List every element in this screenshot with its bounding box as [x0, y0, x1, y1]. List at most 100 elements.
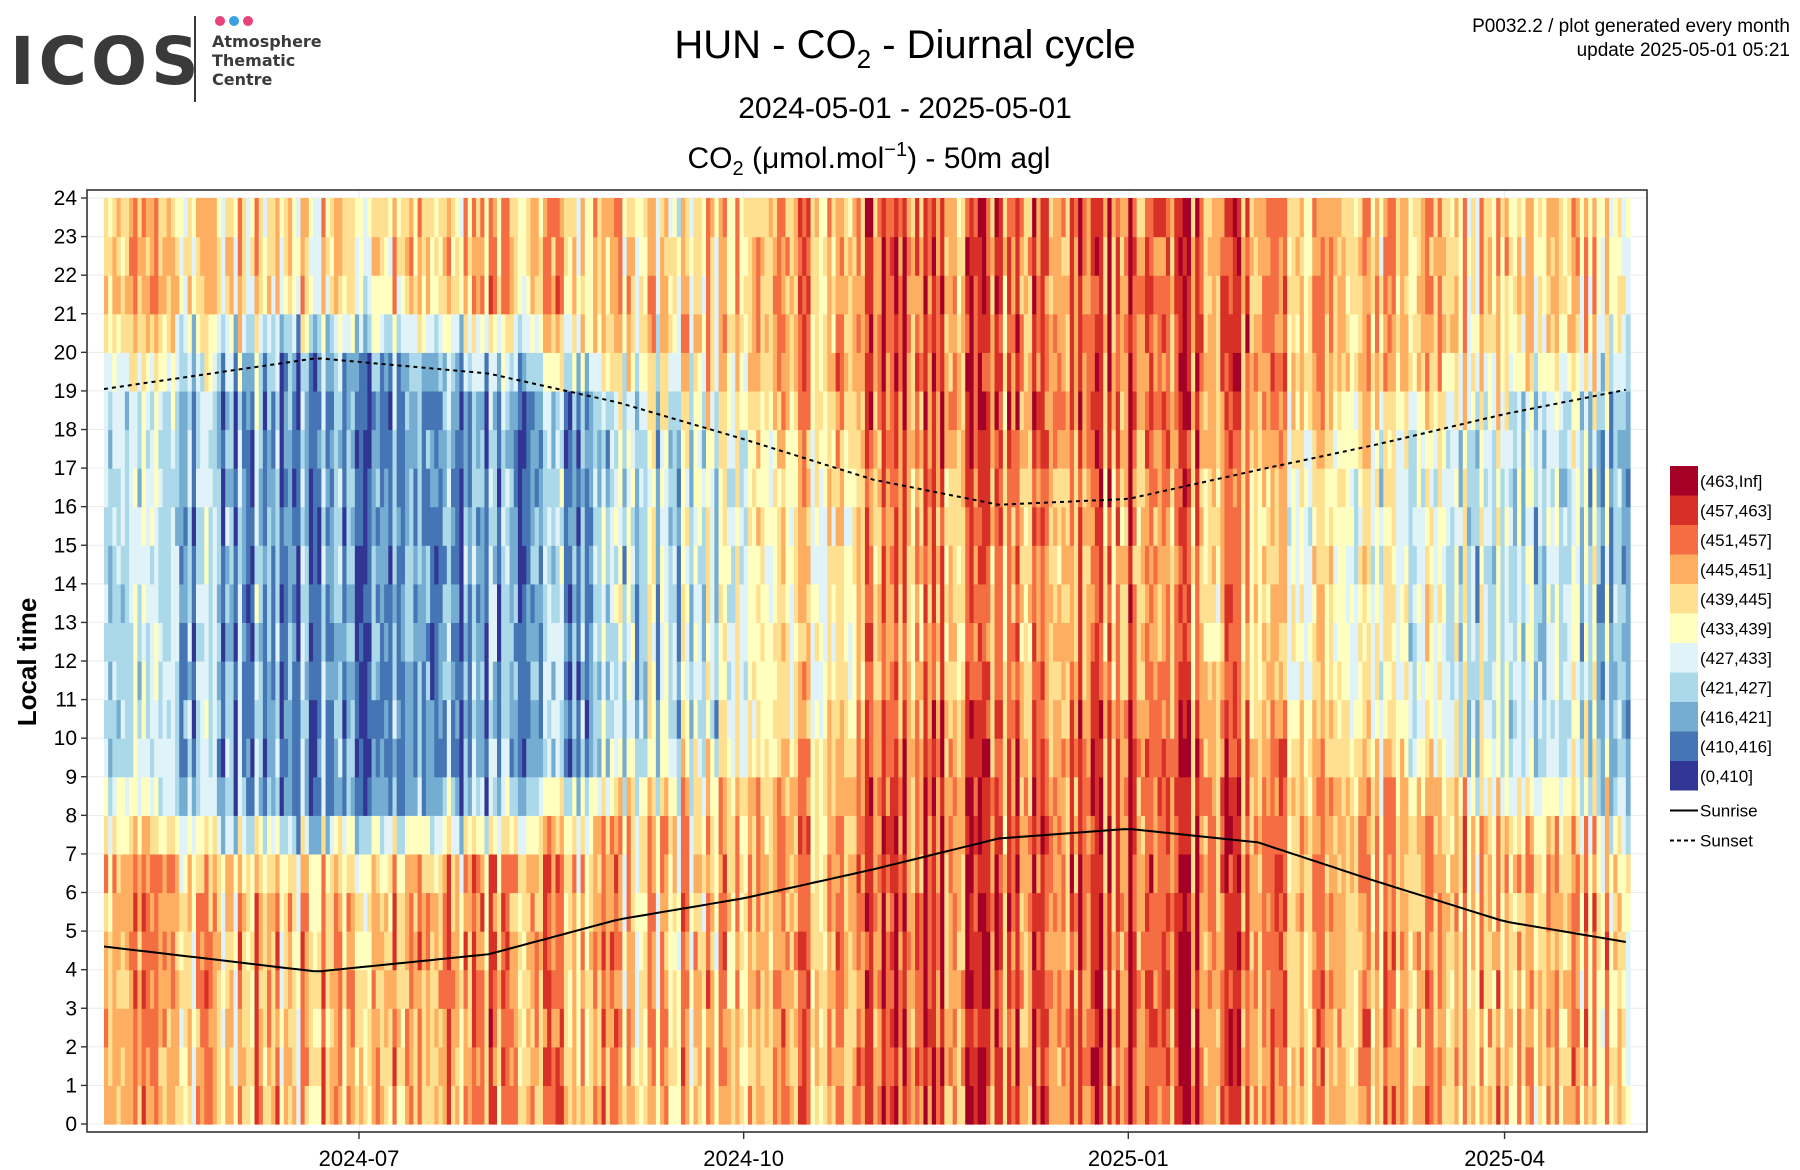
heatmap-cell — [906, 352, 912, 392]
heatmap-cell — [421, 892, 427, 932]
heatmap-cell — [438, 236, 444, 276]
heatmap-cell — [451, 275, 456, 315]
heatmap-cell — [898, 1008, 904, 1048]
heatmap-cell — [442, 390, 448, 431]
heatmap-cell — [166, 390, 172, 431]
heatmap-cell — [710, 1046, 715, 1087]
heatmap-cell — [664, 853, 670, 894]
heatmap-cell — [225, 1046, 231, 1087]
heatmap-cell — [338, 275, 343, 315]
heatmap-cell — [672, 390, 678, 431]
heatmap-cell — [162, 236, 168, 276]
heatmap-cell — [204, 390, 210, 431]
heatmap-cell — [405, 661, 410, 701]
heatmap-cell — [860, 776, 866, 816]
heatmap-cell — [735, 699, 741, 739]
heatmap-cell — [810, 699, 816, 739]
heatmap-cell — [639, 583, 644, 624]
heatmap-cell — [392, 545, 398, 585]
heatmap-cell — [405, 390, 410, 431]
heatmap-cell — [802, 1046, 807, 1087]
heatmap-cell — [283, 506, 289, 546]
heatmap-cell — [124, 390, 130, 431]
heatmap-cell — [881, 853, 887, 894]
heatmap-cell — [375, 236, 381, 276]
heatmap-cell — [492, 313, 498, 353]
heatmap-cell — [894, 429, 899, 469]
heatmap-cell — [639, 661, 644, 701]
heatmap-cell — [547, 1046, 552, 1087]
heatmap-cell — [894, 622, 899, 662]
heatmap-cell — [956, 390, 962, 431]
heatmap-cell — [693, 699, 699, 739]
heatmap-cell — [283, 931, 289, 971]
heatmap-cell — [927, 738, 933, 778]
heatmap-cell — [476, 776, 481, 816]
heatmap-cell — [956, 969, 962, 1009]
heatmap-cell — [308, 853, 314, 894]
heatmap-cell — [154, 198, 159, 238]
heatmap-cell — [601, 969, 607, 1009]
heatmap-cell — [643, 390, 649, 431]
heatmap-cell — [706, 699, 711, 739]
heatmap-cell — [848, 545, 853, 585]
heatmap-cell — [689, 313, 695, 353]
heatmap-cell — [551, 622, 557, 662]
heatmap-cell — [497, 1008, 502, 1048]
heatmap-cell — [906, 699, 912, 739]
heatmap-cell — [777, 776, 782, 816]
heatmap-cell — [212, 622, 218, 662]
heatmap-cell — [112, 506, 118, 546]
heatmap-cell — [304, 892, 310, 932]
heatmap-cell — [706, 236, 711, 276]
heatmap-cell — [442, 815, 448, 855]
heatmap-cell — [651, 236, 657, 276]
heatmap-cell — [634, 969, 640, 1009]
heatmap-cell — [442, 545, 448, 585]
heatmap-cell — [944, 815, 950, 855]
heatmap-cell — [572, 545, 578, 585]
heatmap-cell — [923, 275, 929, 315]
heatmap-cell — [894, 236, 899, 276]
heatmap-cell — [321, 1046, 327, 1087]
heatmap-cell — [262, 390, 268, 431]
heatmap-cell — [497, 892, 502, 932]
heatmap-cell — [944, 352, 950, 392]
heatmap-cell — [789, 969, 795, 1009]
heatmap-cell — [710, 1008, 715, 1048]
heatmap-cell — [835, 275, 841, 315]
heatmap-cell — [258, 931, 264, 971]
heatmap-cell — [940, 352, 945, 392]
heatmap-cell — [145, 853, 151, 894]
heatmap-cell — [421, 776, 427, 816]
heatmap-cell — [455, 1046, 460, 1087]
heatmap-cell — [292, 969, 297, 1009]
heatmap-cell — [471, 275, 477, 315]
heatmap-cell — [864, 661, 870, 701]
heatmap-cell — [923, 969, 929, 1009]
heatmap-cell — [195, 892, 201, 932]
heatmap-cell — [944, 699, 950, 739]
heatmap-cell — [204, 892, 210, 932]
heatmap-cell — [664, 738, 670, 778]
heatmap-cell — [434, 776, 440, 816]
heatmap-cell — [676, 931, 682, 971]
heatmap-cell — [162, 198, 168, 238]
heatmap-cell — [187, 545, 193, 585]
heatmap-cell — [133, 622, 139, 662]
heatmap-cell — [563, 506, 569, 546]
heatmap-cell — [501, 198, 506, 238]
heatmap-cell — [166, 931, 172, 971]
heatmap-cell — [413, 1046, 419, 1087]
heatmap-cell — [714, 853, 720, 894]
heatmap-cell — [860, 506, 866, 546]
heatmap-cell — [367, 429, 373, 469]
heatmap-cell — [116, 390, 122, 431]
heatmap-cell — [718, 468, 724, 508]
heatmap-cell — [944, 931, 950, 971]
heatmap-cell — [747, 275, 753, 315]
heatmap-cell — [513, 390, 519, 431]
heatmap-cell — [785, 236, 791, 276]
heatmap-cell — [476, 969, 481, 1009]
heatmap-cell — [367, 853, 373, 894]
